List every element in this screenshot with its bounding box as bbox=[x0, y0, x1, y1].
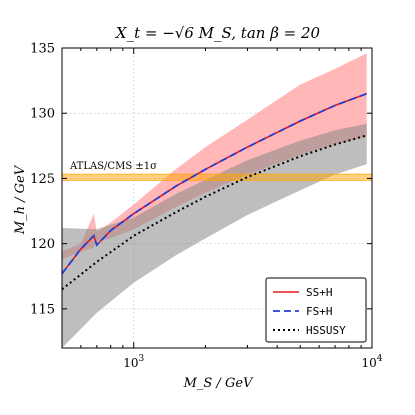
x-tick-exponent-0: 3 bbox=[139, 354, 145, 364]
y-tick-label-0: 115 bbox=[30, 302, 55, 317]
atlas-cms-band bbox=[62, 173, 372, 181]
legend-box bbox=[265, 277, 367, 343]
y-tick-label-4: 135 bbox=[30, 42, 55, 57]
series-line-hssusy bbox=[62, 134, 367, 291]
y-axis-label: M_h / GeV bbox=[13, 164, 28, 235]
y-tick-label-1: 120 bbox=[30, 237, 55, 252]
series-line-fs-h bbox=[62, 92, 368, 275]
x-tick-exponent-1: 4 bbox=[377, 354, 383, 364]
legend: SS+H FS+H HSSUSY bbox=[265, 277, 367, 343]
chart-title: X_t = −√6 M_S, tan β = 20 bbox=[115, 24, 321, 42]
legend-label-2: HSSUSY bbox=[306, 324, 346, 337]
legend-label-1: FS+H bbox=[306, 305, 333, 318]
atlas-cms-band-rect bbox=[62, 174, 372, 181]
series-lines bbox=[62, 92, 368, 291]
plot-frame bbox=[61, 47, 373, 349]
y-tick-label-2: 125 bbox=[30, 172, 55, 187]
band-ss-h bbox=[62, 53, 367, 260]
x-axis-label: M_S / GeV bbox=[183, 376, 254, 391]
y-tick-label-3: 130 bbox=[30, 107, 55, 122]
legend-label-0: SS+H bbox=[306, 286, 333, 299]
atlas-cms-label: ATLAS/CMS ±1σ bbox=[69, 161, 157, 172]
